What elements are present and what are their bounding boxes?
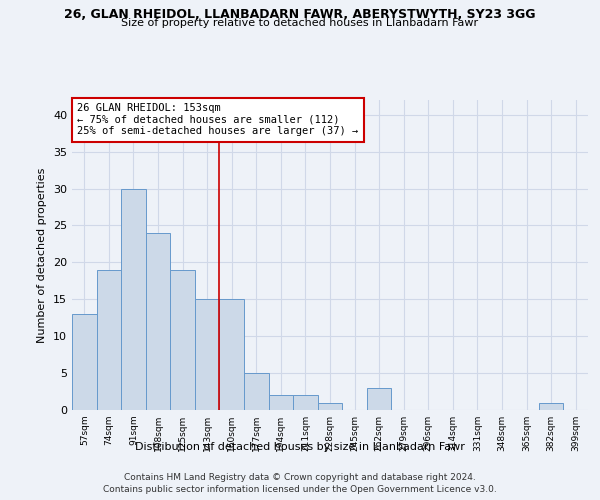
Text: 26, GLAN RHEIDOL, LLANBADARN FAWR, ABERYSTWYTH, SY23 3GG: 26, GLAN RHEIDOL, LLANBADARN FAWR, ABERY… [64,8,536,20]
Bar [367,388,391,410]
Bar [269,395,293,410]
Text: Contains HM Land Registry data © Crown copyright and database right 2024.: Contains HM Land Registry data © Crown c… [124,472,476,482]
Bar [244,373,269,410]
Text: Size of property relative to detached houses in Llanbadarn Fawr: Size of property relative to detached ho… [121,18,479,28]
Bar [97,270,121,410]
Bar [195,300,220,410]
Text: Distribution of detached houses by size in Llanbadarn Fawr: Distribution of detached houses by size … [135,442,465,452]
Y-axis label: Number of detached properties: Number of detached properties [37,168,47,342]
Bar [293,395,318,410]
Text: Contains public sector information licensed under the Open Government Licence v3: Contains public sector information licen… [103,485,497,494]
Bar [121,188,146,410]
Bar [220,300,244,410]
Bar [170,270,195,410]
Bar [539,402,563,410]
Bar [72,314,97,410]
Text: 26 GLAN RHEIDOL: 153sqm
← 75% of detached houses are smaller (112)
25% of semi-d: 26 GLAN RHEIDOL: 153sqm ← 75% of detache… [77,103,358,136]
Bar [146,233,170,410]
Bar [318,402,342,410]
